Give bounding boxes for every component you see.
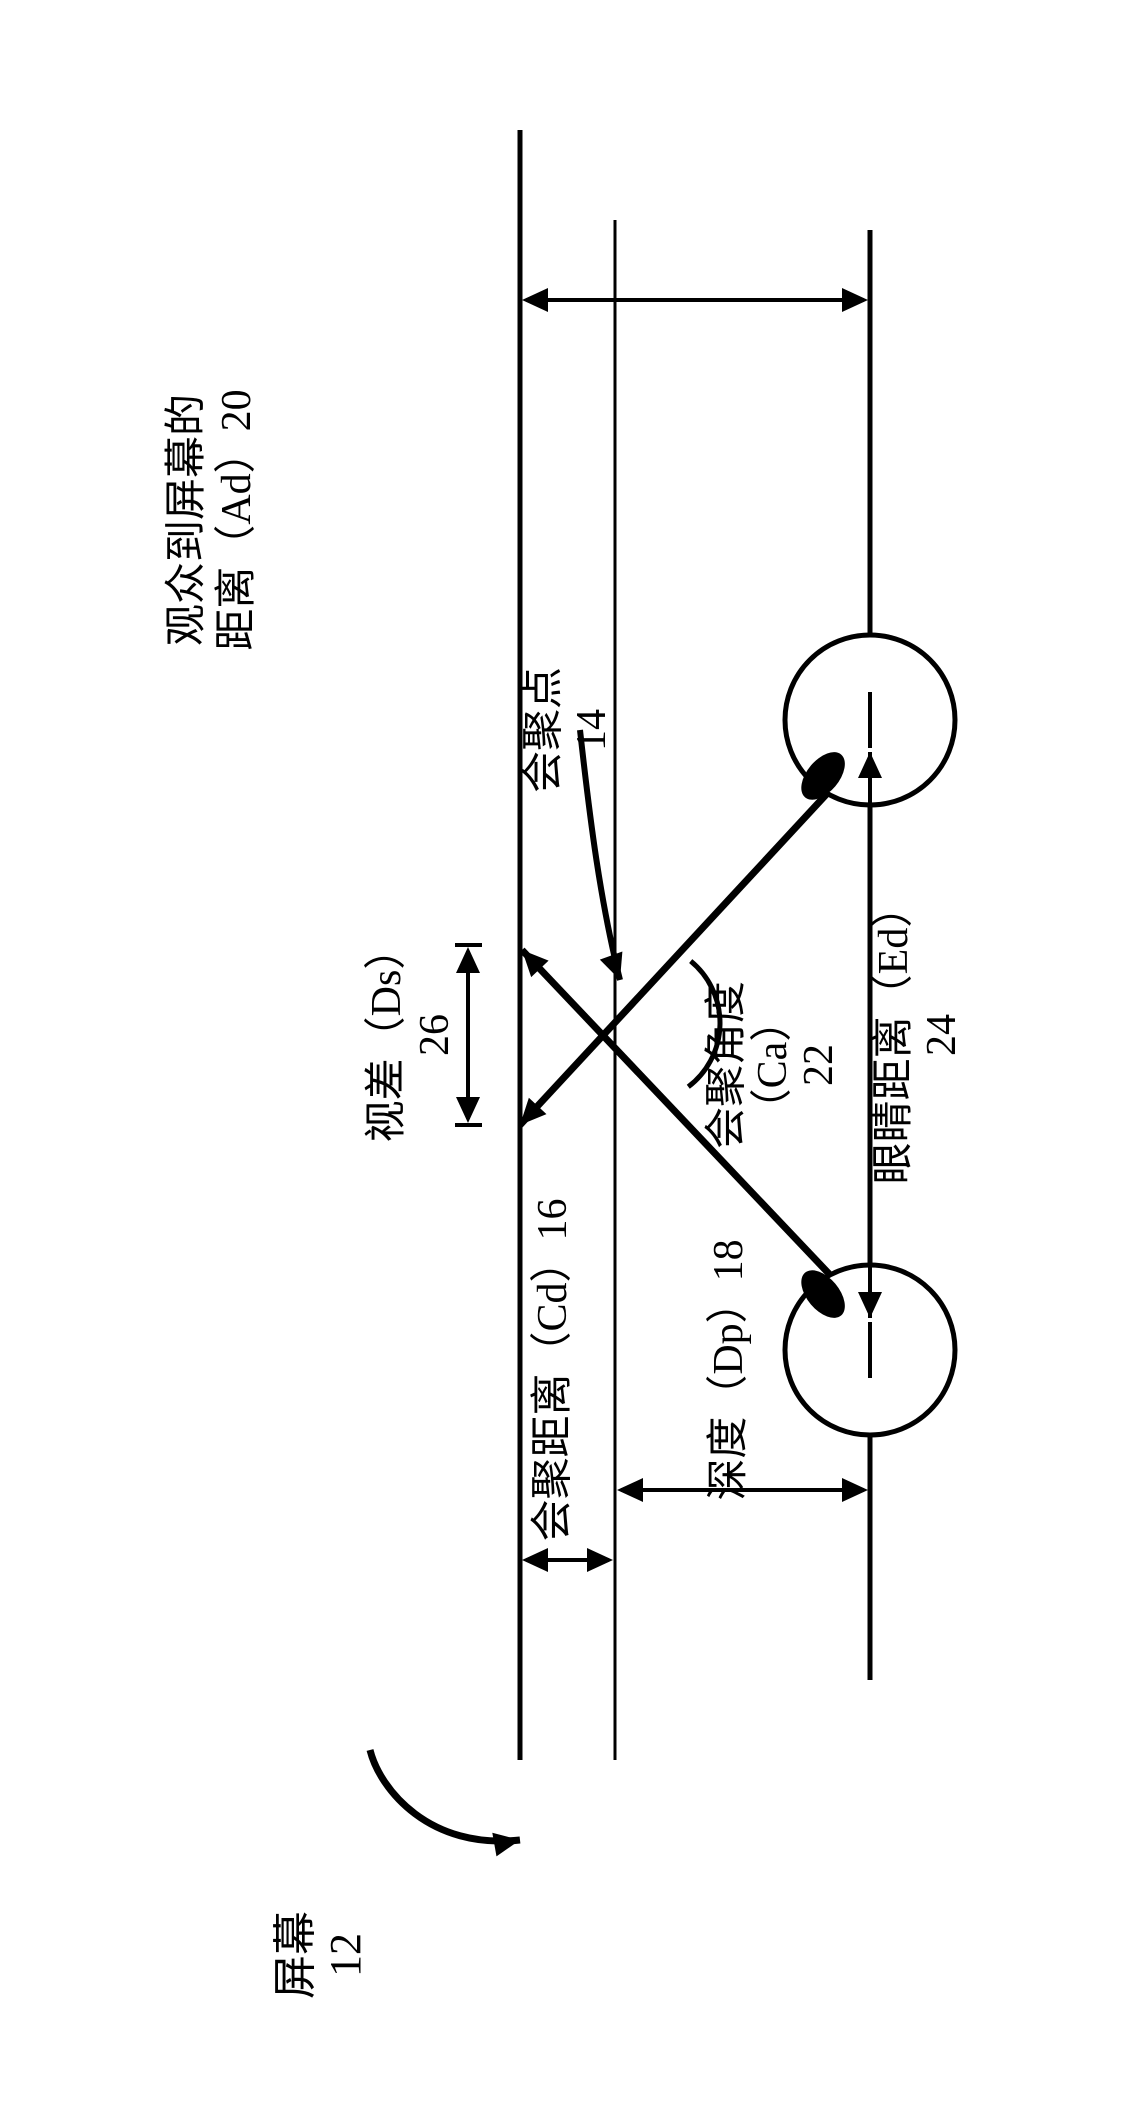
convpt-label: 会聚点 bbox=[521, 667, 567, 793]
screen-label: 屏幕 bbox=[271, 1911, 320, 1999]
arrowhead bbox=[522, 1548, 548, 1572]
cd-label: 会聚距离（Cd）16 bbox=[529, 1198, 576, 1541]
convpt-ref: 14 bbox=[569, 709, 615, 751]
ed-label: 眼睛距离（Ed） bbox=[870, 886, 917, 1185]
arrowhead bbox=[522, 288, 548, 312]
arrowhead bbox=[456, 947, 480, 973]
arrowhead bbox=[617, 1478, 643, 1502]
ca-ref: 22 bbox=[796, 1044, 842, 1086]
arrowhead bbox=[600, 951, 623, 980]
ad-l1: 观众到屏幕的 bbox=[164, 394, 210, 646]
ca-l1: 会聚角度 bbox=[704, 981, 750, 1149]
ds-ref: 26 bbox=[412, 1014, 458, 1056]
screen-pointer bbox=[370, 1750, 520, 1841]
ed-ref: 24 bbox=[919, 1014, 965, 1056]
ca-l2: （Ca） bbox=[750, 1000, 796, 1131]
arrowhead bbox=[492, 1833, 520, 1857]
ad-l2: 距离（Ad）20 bbox=[213, 389, 260, 650]
ds-label: 视差（Ds） bbox=[364, 928, 410, 1143]
screen-ref: 12 bbox=[321, 1933, 370, 1977]
arrowhead bbox=[587, 1548, 613, 1572]
arrowhead bbox=[842, 1478, 868, 1502]
dp-label: 深度（Dp）18 bbox=[706, 1239, 752, 1500]
arrowhead bbox=[842, 288, 868, 312]
arrowhead bbox=[456, 1097, 480, 1123]
